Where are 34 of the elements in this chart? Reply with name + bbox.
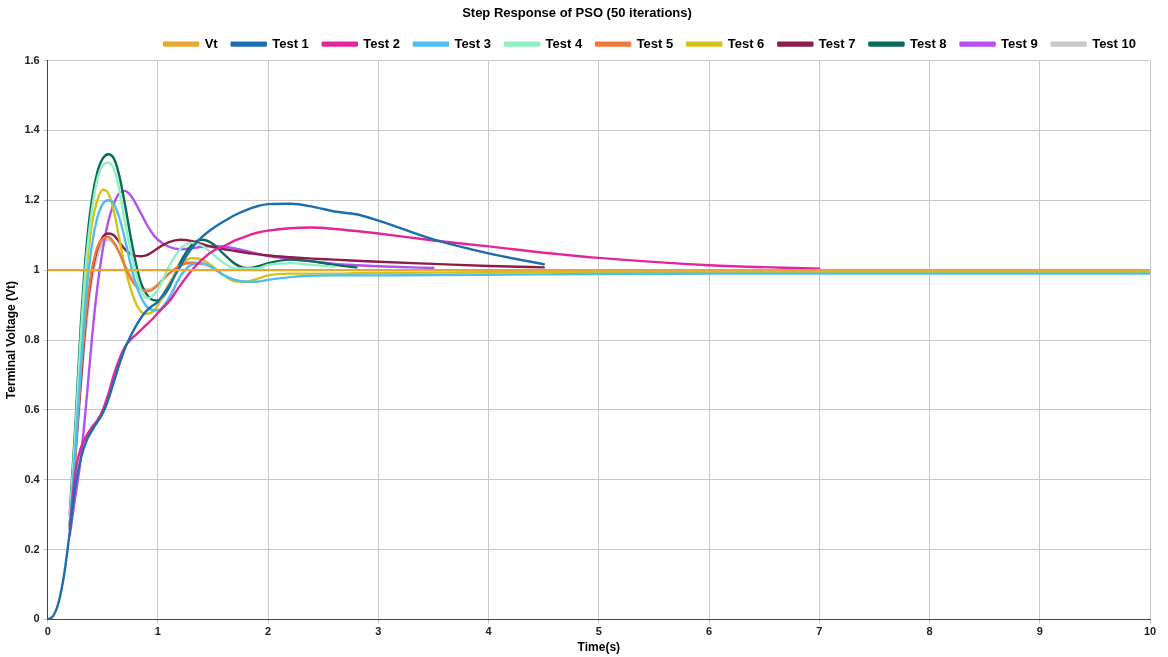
y-tick-label: 0 (33, 612, 40, 625)
legend-label: Test 5 (636, 35, 674, 51)
x-tick-label: 8 (926, 625, 933, 638)
x-tick-label: 7 (816, 625, 823, 638)
legend-label: Test 9 (1001, 35, 1038, 51)
y-tick-label: 0.2 (24, 542, 40, 555)
legend-label: Test 4 (545, 35, 583, 51)
y-tick-label: 1 (33, 263, 40, 276)
x-tick-label: 6 (706, 625, 713, 638)
x-tick-label: 10 (1143, 625, 1157, 638)
x-tick-label: 5 (595, 625, 602, 638)
legend-label: Test 7 (818, 35, 856, 51)
y-tick-label: 0.6 (24, 402, 40, 415)
y-tick-label: 1.4 (24, 123, 41, 136)
y-tick-label: 0.8 (24, 333, 40, 346)
y-tick-label: 1.6 (24, 53, 40, 66)
legend-label: Test 3 (454, 35, 492, 51)
x-axis-title: Time(s) (577, 640, 621, 655)
legend-label: Test 2 (363, 35, 400, 51)
y-tick-label: 0.4 (24, 472, 41, 485)
chart-title: Step Response of PSO (50 iterations) (462, 5, 692, 21)
legend-label: Test 6 (727, 35, 765, 51)
y-tick-label: 1.2 (24, 193, 40, 206)
x-tick-label: 1 (154, 625, 161, 638)
x-tick-label: 2 (265, 625, 272, 638)
legend-label: Test 8 (909, 35, 947, 51)
legend-label: Test 10 (1092, 35, 1137, 51)
x-tick-label: 9 (1036, 625, 1043, 638)
legend-label: Test 1 (272, 35, 309, 51)
x-tick-label: 0 (44, 625, 51, 638)
x-tick-label: 4 (485, 625, 493, 638)
y-axis-title: Terminal Voltage (Vt) (3, 280, 18, 400)
x-tick-label: 3 (375, 625, 382, 638)
legend-label: Vt (204, 35, 219, 51)
